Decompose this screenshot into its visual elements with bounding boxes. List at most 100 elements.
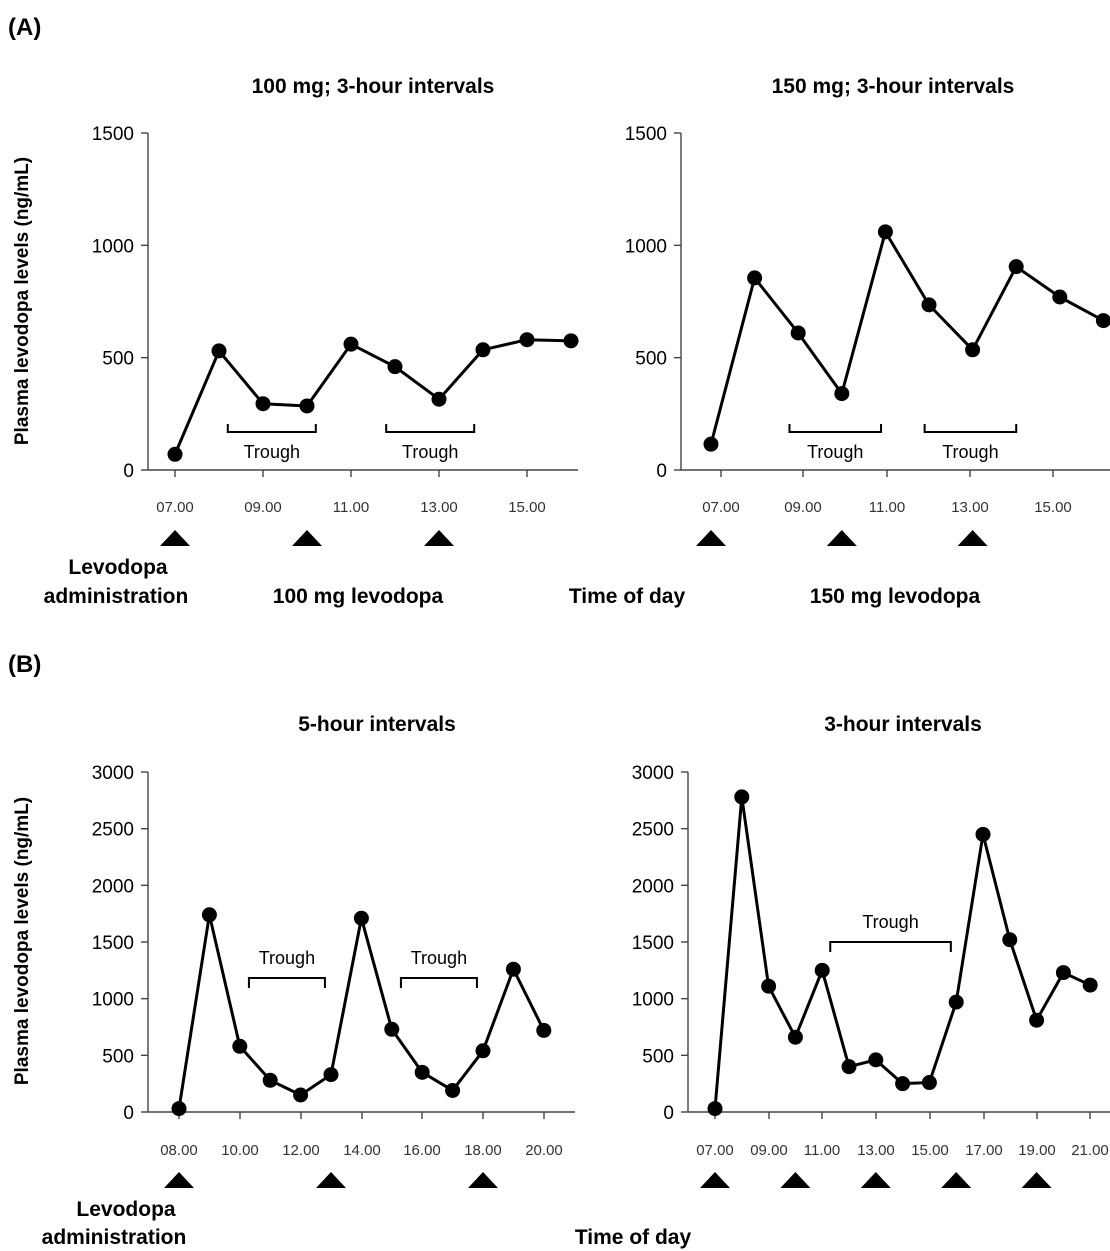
chart-a2-data-point — [790, 325, 806, 341]
chart-b2-y-tick-label: 3000 — [632, 763, 674, 784]
chart-b1-y-tick-label: 2500 — [92, 820, 134, 841]
chart-b1-y-tick-label: 1500 — [92, 933, 134, 954]
chart-a1-administration-arrow — [292, 530, 322, 546]
panel-b-label: (B) — [8, 651, 41, 678]
chart-b2-data-point — [921, 1075, 937, 1091]
chart-a2-data-point — [1095, 313, 1110, 329]
chart-b1-data-point — [201, 907, 217, 923]
chart-a1-plot: 0 500 1000 1500 07.00 09.00 11.00 13.00 15.00 Tro… — [92, 124, 579, 546]
chart-a1-x-tick-label: 13.00 — [420, 499, 458, 516]
chart-b2-data-point — [734, 789, 750, 805]
chart-a2-trough-bracket — [788, 424, 883, 433]
chart-a2-y-tick-label: 1000 — [625, 236, 667, 257]
chart-a1-data-point — [255, 396, 271, 412]
chart-a2-data-point — [921, 297, 937, 313]
chart-b1-data-point — [353, 910, 369, 926]
chart-b1-y-tick-label: 3000 — [92, 763, 134, 784]
chart-b1-y-tick-label: 500 — [102, 1046, 134, 1067]
chart-b1-data-point — [171, 1101, 187, 1117]
chart-a1-bottom-label: 100 mg levodopa — [273, 585, 444, 608]
panel-b-time-label: Time of day — [575, 1226, 692, 1249]
chart-b2-x-tick-label: 13.00 — [857, 1142, 895, 1159]
chart-a1-trough-label: Trough — [244, 442, 300, 462]
chart-b1-data-point — [232, 1038, 248, 1054]
chart-b1-data-point — [384, 1021, 400, 1037]
chart-b1-x-tick-label: 14.00 — [343, 1142, 381, 1159]
chart-b2-trough-bracket — [829, 941, 952, 952]
chart-a2-data-point — [965, 342, 981, 358]
chart-b2-series-line — [713, 795, 1091, 1109]
chart-a2-data-point — [877, 224, 893, 240]
chart-b1-y-tick-label: 0 — [123, 1103, 134, 1124]
chart-a2-y-tick-label: 1500 — [625, 124, 667, 145]
chart-b1-data-point — [505, 961, 521, 977]
chart-a2-y-tick-label: 0 — [656, 461, 667, 482]
chart-b2-data-point — [975, 826, 991, 842]
chart-b2-plot: 0 500 1000 1500 2000 2500 3000 07.00 09.00 11.00 1… — [632, 763, 1110, 1188]
panel-a-time-label: Time of day — [569, 585, 686, 608]
chart-b2-y-tick-label: 2500 — [632, 820, 674, 841]
chart-a1-y-tick-label: 500 — [102, 349, 134, 370]
chart-b2-y-tick-label: 2000 — [632, 876, 674, 897]
chart-a1-data-point — [299, 398, 315, 414]
panel-b-y-axis-label: Plasma levodopa levels (ng/mL) — [12, 797, 33, 1085]
panel-b-admin-label-line1: Levodopa — [76, 1198, 175, 1221]
chart-a2-x-tick-label: 07.00 — [702, 499, 740, 516]
chart-a2-administration-arrow — [826, 530, 857, 546]
chart-b1-trough-label: Trough — [411, 948, 467, 968]
panel-a-label: (A) — [8, 14, 41, 41]
panel-a-admin-label-line1: Levodopa — [68, 556, 167, 579]
panel-a-y-axis-label: Plasma levodopa levels (ng/mL) — [12, 157, 33, 445]
chart-a1-x-tick-label: 07.00 — [156, 499, 194, 516]
chart-b1-y-tick-label: 1000 — [92, 990, 134, 1011]
chart-a2-administration-arrow — [696, 530, 726, 546]
chart-b2-x-tick-label: 09.00 — [750, 1142, 788, 1159]
chart-a1-trough-bracket — [385, 424, 476, 433]
chart-a1-trough-label: Trough — [402, 442, 458, 462]
chart-b2-administration-arrow — [1021, 1172, 1052, 1188]
chart-b2-data-point — [1029, 1012, 1045, 1028]
chart-b2-y-tick-label: 500 — [642, 1046, 674, 1067]
chart-b1-administration-arrow — [316, 1172, 346, 1188]
chart-b1-trough-bracket — [399, 977, 478, 988]
chart-b1-trough-bracket — [247, 977, 326, 988]
chart-b2-data-point — [895, 1076, 911, 1092]
chart-a1-x-tick-label: 09.00 — [244, 499, 282, 516]
chart-a2-bottom-label: 150 mg levodopa — [810, 585, 981, 608]
chart-b2-data-point — [707, 1101, 723, 1117]
chart-a1-data-point — [343, 336, 359, 352]
chart-b1-data-point — [262, 1072, 278, 1088]
chart-b1-administration-arrow — [468, 1172, 498, 1188]
chart-a1-y-tick-label: 0 — [123, 461, 134, 482]
chart-b2-data-point — [1055, 965, 1071, 981]
chart-a2-x-tick-label: 13.00 — [951, 499, 989, 516]
chart-b2-x-tick-label: 15.00 — [911, 1142, 949, 1159]
chart-a2-trough-label: Trough — [942, 442, 998, 462]
chart-a1-data-point — [563, 333, 579, 349]
chart-b1-administration-arrow — [164, 1172, 194, 1188]
chart-b2-title: 3-hour intervals — [824, 713, 982, 736]
chart-b1-title: 5-hour intervals — [298, 713, 456, 736]
chart-a2-series-line — [709, 230, 1105, 445]
chart-a1-x-tick-label: 15.00 — [508, 499, 546, 516]
chart-a2-y-tick-label: 500 — [635, 349, 667, 370]
chart-a1-data-point — [387, 359, 403, 375]
chart-a2-x-tick-label: 11.00 — [869, 499, 905, 516]
chart-a1-administration-arrow — [160, 530, 190, 546]
chart-b1-y-tick-label: 2000 — [92, 876, 134, 897]
chart-b2-data-point — [948, 994, 964, 1010]
chart-b2-data-point — [1082, 977, 1098, 993]
chart-a1-y-tick-label: 1000 — [92, 236, 134, 257]
chart-b1-data-point — [536, 1022, 552, 1038]
chart-b1-x-tick-label: 12.00 — [282, 1142, 320, 1159]
chart-b2-data-point — [841, 1059, 857, 1075]
chart-b2-administration-arrow — [700, 1172, 730, 1188]
chart-b1-x-tick-label: 16.00 — [403, 1142, 441, 1159]
chart-b2-data-point — [761, 978, 777, 994]
chart-a1-trough-bracket — [226, 424, 317, 433]
chart-b2-x-tick-label: 21.00 — [1071, 1142, 1109, 1159]
chart-b1-data-point — [293, 1087, 309, 1103]
chart-a2-data-point — [1052, 289, 1068, 305]
chart-a2-data-point — [703, 436, 719, 452]
